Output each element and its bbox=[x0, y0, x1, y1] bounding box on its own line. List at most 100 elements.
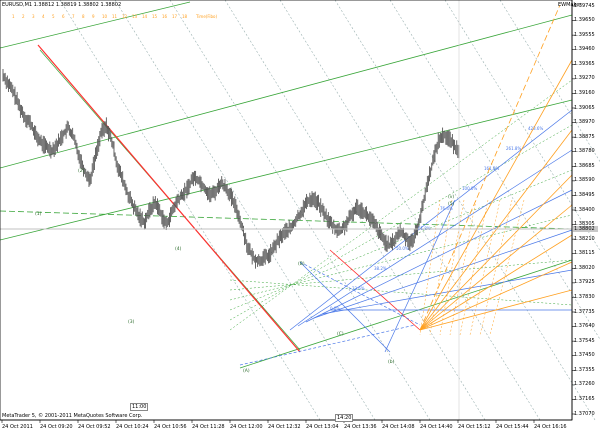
time-marker-box-2[interactable]: 14:20 bbox=[335, 414, 354, 422]
fib-label: 76.4% bbox=[440, 206, 453, 211]
y-tick-label: 1.37450 bbox=[574, 352, 595, 359]
top-time-marker: 12 bbox=[122, 14, 128, 19]
x-tick-label: 24 Oct 10:56 bbox=[154, 424, 187, 430]
top-time-marker: 16 bbox=[162, 14, 168, 19]
y-tick-label: 1.39745 bbox=[574, 2, 595, 9]
top-time-marker: 9 bbox=[92, 14, 95, 19]
time-marker-box[interactable]: 11:00 bbox=[130, 403, 149, 411]
orange-fan-line bbox=[419, 261, 573, 331]
y-tick-label: 1.37070 bbox=[574, 410, 595, 417]
green-channel bbox=[0, 1, 573, 369]
blue-fibo-channel bbox=[239, 109, 573, 366]
blue-channel-line bbox=[305, 189, 573, 323]
top-time-marker: 10 bbox=[102, 14, 108, 19]
y-tick-label: 1.37260 bbox=[574, 381, 595, 388]
orange-dotted-line bbox=[419, 199, 441, 336]
wave-label: (B) bbox=[298, 261, 305, 267]
fib-label: 38.2% bbox=[374, 266, 387, 271]
green-channel-line bbox=[0, 99, 573, 241]
y-tick-label: 1.38020 bbox=[574, 264, 595, 271]
top-time-marker: 18 bbox=[182, 14, 188, 19]
orange-dotted-line bbox=[469, 199, 501, 336]
top-time-marker: 7 bbox=[72, 14, 75, 19]
y-tick-label: 1.39065 bbox=[574, 104, 595, 111]
top-time-marker: 4 bbox=[42, 14, 45, 19]
fib-label: 423.6% bbox=[528, 126, 543, 131]
x-tick-label: 24 Oct 14:40 bbox=[420, 424, 453, 430]
top-time-marker: 5 bbox=[52, 14, 55, 19]
y-tick-label: 1.38685 bbox=[574, 162, 595, 169]
wave-label: (v) bbox=[448, 194, 454, 200]
y-tick-label: 1.39270 bbox=[574, 75, 595, 82]
green-channel-line bbox=[239, 259, 573, 369]
orange-dotted-line bbox=[439, 199, 465, 336]
y-tick-label: 1.38495 bbox=[574, 191, 595, 198]
top-time-marker: 8 bbox=[82, 14, 85, 19]
orange-fan-line bbox=[419, 59, 573, 331]
orange-fibo-fan bbox=[419, 4, 573, 336]
y-tick-label: 1.39160 bbox=[574, 89, 595, 96]
top-time-marker: 15 bbox=[152, 14, 158, 19]
wave-label: (2) bbox=[78, 168, 85, 174]
fib-label: 0.0% bbox=[330, 306, 340, 311]
wave-label: (3) bbox=[128, 319, 135, 325]
wave-label: (A) bbox=[243, 368, 250, 374]
green-channel-line bbox=[0, 14, 573, 169]
orange-dotted-line bbox=[429, 199, 453, 336]
x-tick-label: 24 Oct 13:36 bbox=[344, 424, 377, 430]
y-tick-label: 1.39460 bbox=[574, 46, 595, 53]
x-tick-label: 24 Oct 09:52 bbox=[78, 424, 111, 430]
x-tick-label: 24 Oct 15:44 bbox=[496, 424, 529, 430]
top-time-marker: 1 bbox=[12, 14, 15, 19]
y-tick-label: 1.37830 bbox=[574, 293, 595, 300]
top-time-marker: 14 bbox=[142, 14, 148, 19]
expert-advisor-label[interactable]: EWMaker bbox=[558, 2, 582, 8]
x-tick-label: 24 Oct 12:00 bbox=[230, 424, 263, 430]
top-time-marker: 11 bbox=[112, 14, 118, 19]
green-channel-line bbox=[0, 1, 191, 49]
top-time-marker-label: Time(Fibo) bbox=[195, 14, 217, 19]
red-trendline bbox=[37, 44, 421, 353]
y-tick-label: 1.37165 bbox=[574, 395, 595, 402]
x-tick-label: 24 Oct 14:08 bbox=[382, 424, 415, 430]
y-tick-label: 1.37355 bbox=[574, 366, 595, 373]
x-tick-label: 24 Oct 10:24 bbox=[116, 424, 149, 430]
red-short-line bbox=[329, 249, 421, 331]
x-tick-label: 24 Oct 13:04 bbox=[306, 424, 339, 430]
y-tick-label: 1.38115 bbox=[574, 250, 595, 257]
x-tick-label: 24 Oct 12:32 bbox=[268, 424, 301, 430]
blue-line bbox=[299, 261, 391, 353]
orange-dotted-line bbox=[489, 199, 525, 336]
blue-channel-line bbox=[321, 269, 573, 315]
chart-title: EURUSD,M1 1.38812 1.38819 1.38802 1.3880… bbox=[2, 2, 122, 8]
top-time-marker: 13 bbox=[132, 14, 138, 19]
fib-label: 23.6% bbox=[352, 286, 365, 291]
orange-dotted-line bbox=[459, 199, 489, 336]
y-tick-label: 1.38780 bbox=[574, 148, 595, 155]
y-tick-label: 1.38590 bbox=[574, 177, 595, 184]
wave-labels: (1) (2) (3) (4) (A) (B) (C) (b) (v)(5) 0.0% 23.6% 3… bbox=[12, 14, 543, 374]
wave-label: (4) bbox=[175, 246, 182, 252]
blue-channel-line bbox=[297, 149, 573, 327]
x-tick-label: 24 Oct 2011 bbox=[2, 424, 33, 430]
green-dashed-line bbox=[0, 210, 573, 230]
green-dotted-line bbox=[229, 169, 573, 311]
y-tick-label: 1.38875 bbox=[574, 133, 595, 140]
fib-label: 261.8% bbox=[506, 146, 521, 151]
orange-dotted-line bbox=[479, 199, 513, 336]
orange-fan-line bbox=[419, 289, 573, 331]
green-dotted-line bbox=[229, 79, 573, 331]
x-tick-label: 24 Oct 15:12 bbox=[458, 424, 491, 430]
y-tick-label: 1.37925 bbox=[574, 279, 595, 286]
blue-channel-line bbox=[289, 109, 573, 331]
orange-fan-line bbox=[419, 234, 573, 331]
wave-label: (1) bbox=[35, 211, 42, 217]
y-tick-label: 1.38400 bbox=[574, 206, 595, 213]
top-time-marker: 6 bbox=[62, 14, 65, 19]
y-tick-label: 1.39650 bbox=[574, 17, 595, 24]
fib-label: 161.8% bbox=[484, 166, 499, 171]
wave-label: (5) bbox=[448, 201, 455, 207]
orange-fan-line bbox=[419, 129, 573, 331]
y-tick-label: 1.38210 bbox=[574, 235, 595, 242]
